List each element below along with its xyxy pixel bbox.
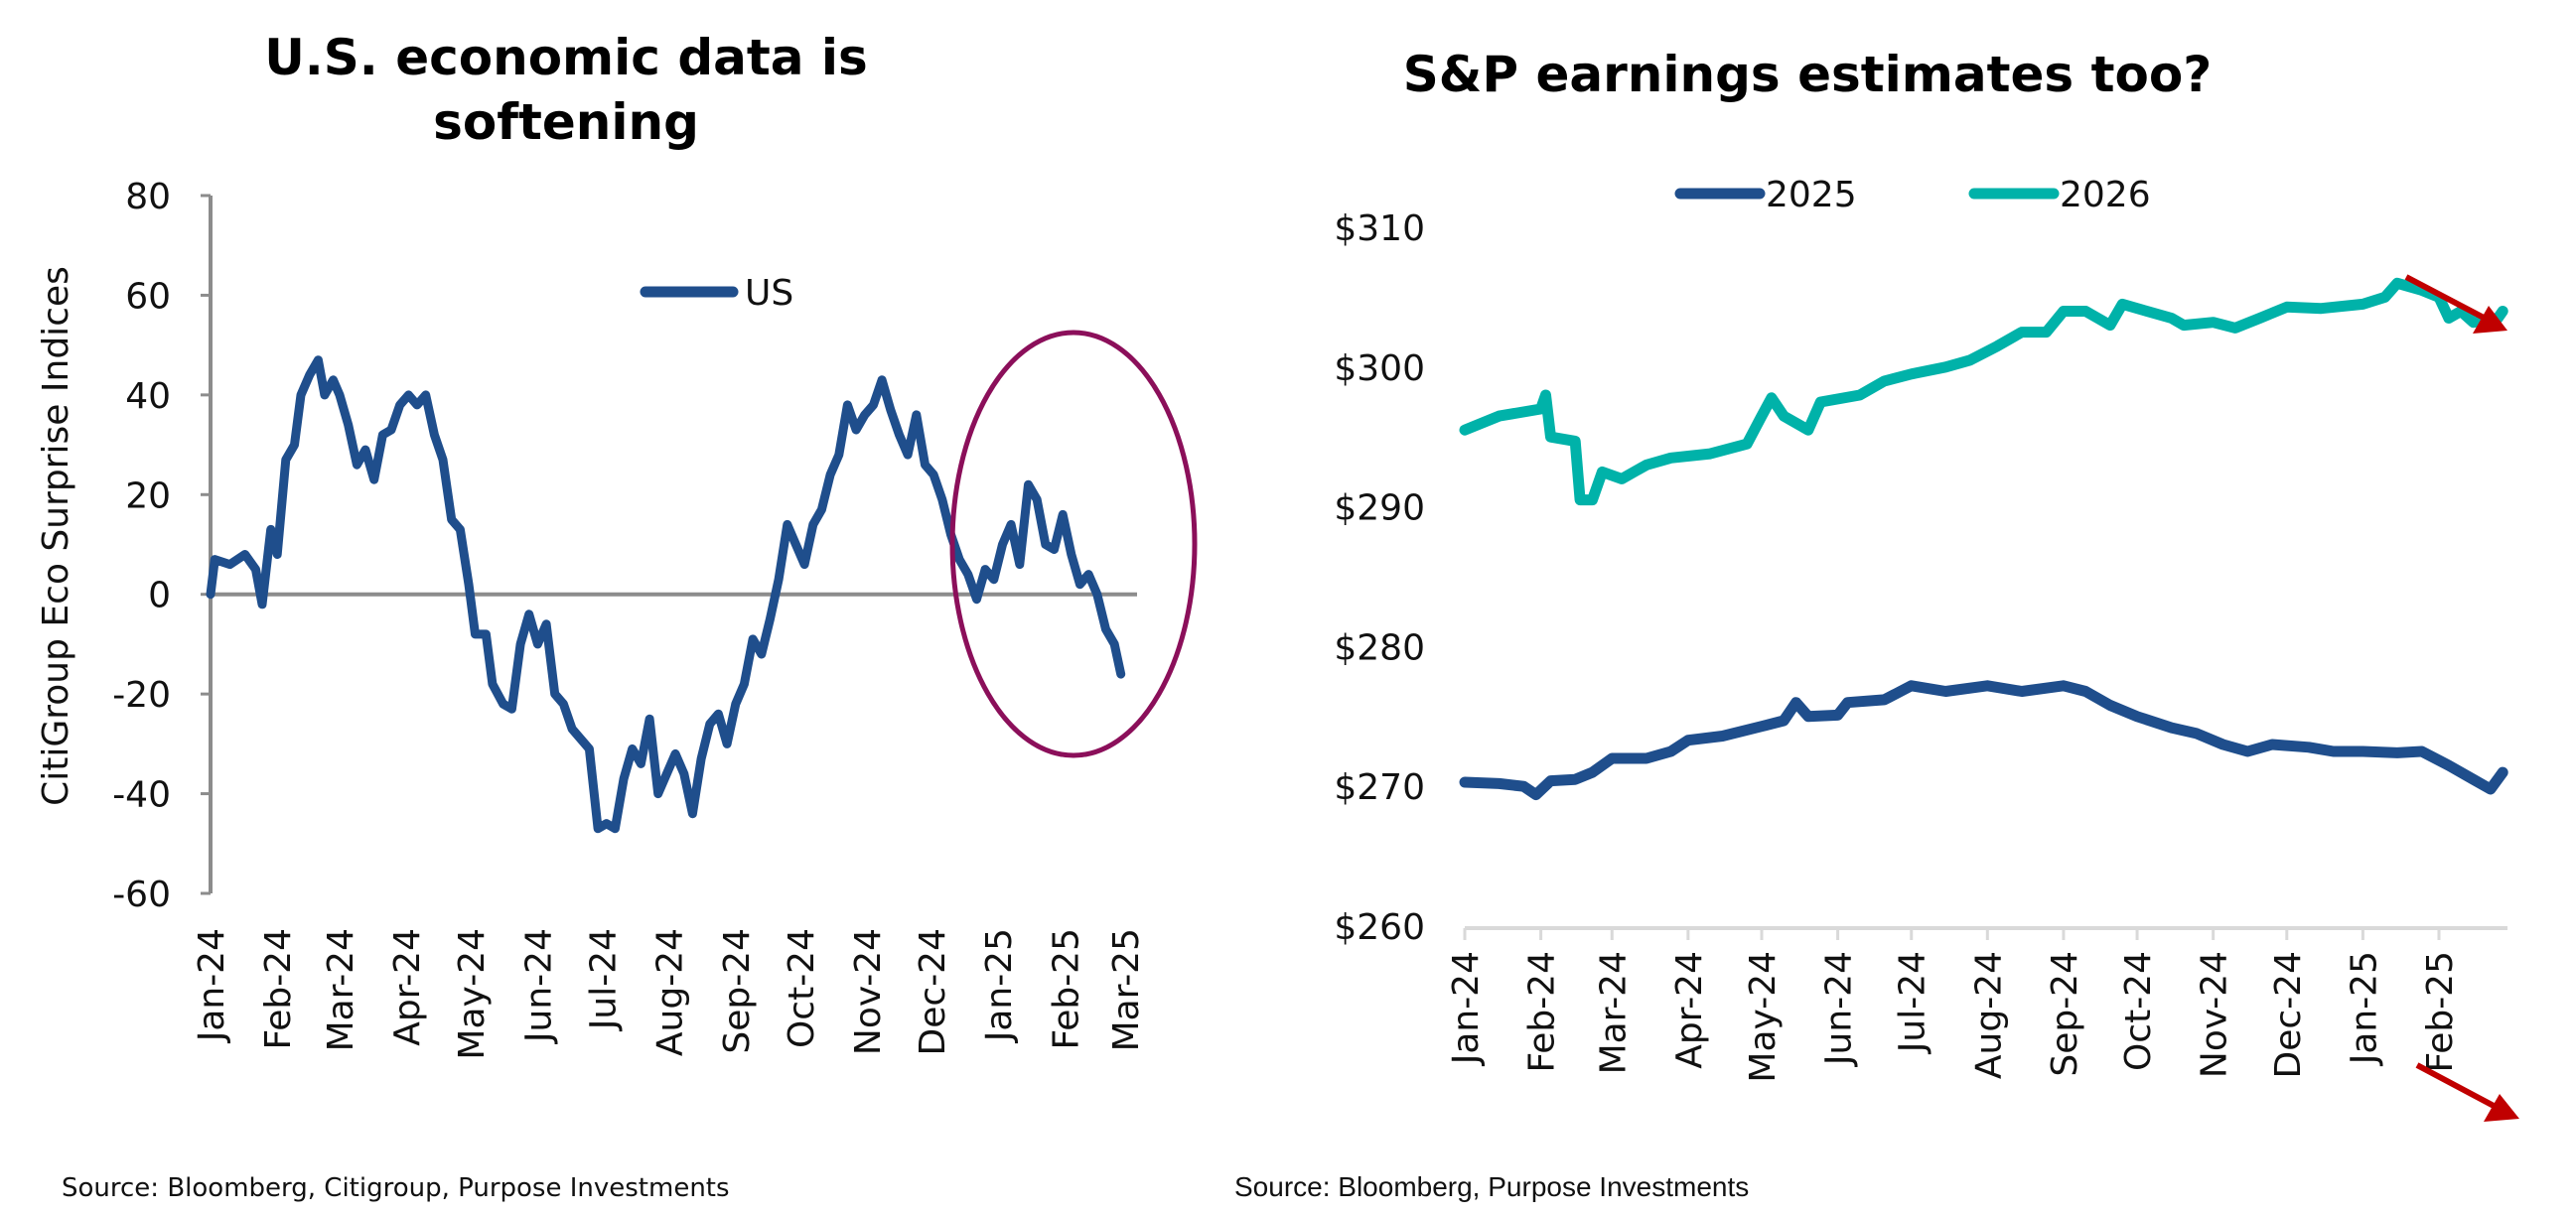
x-tick-label: Jan-24 bbox=[192, 928, 232, 1043]
y-tick-label: -60 bbox=[112, 875, 171, 915]
left-series bbox=[206, 355, 1126, 834]
y-tick-label: 0 bbox=[148, 576, 171, 616]
x-tick-label: Dec-24 bbox=[2268, 951, 2309, 1078]
arrow-head-icon bbox=[2484, 1094, 2519, 1122]
x-tick-label: Feb-24 bbox=[1522, 951, 1563, 1073]
x-tick-label: Jan-24 bbox=[1446, 951, 1487, 1066]
x-tick-label: Mar-25 bbox=[1106, 928, 1147, 1051]
y-tick-label: 40 bbox=[125, 376, 171, 417]
left-chart-title-line-2: softening bbox=[433, 93, 699, 151]
left-x-ticks: Jan-24 Feb-24 Mar-24 Apr-24 May-24 Jun-24 Jul-… bbox=[192, 928, 1147, 1060]
left-source: Source: Bloomberg, Citigroup, Purpose In… bbox=[62, 1173, 730, 1203]
x-tick-label: Jun-24 bbox=[1819, 951, 1860, 1067]
x-tick-label: Mar-24 bbox=[321, 928, 361, 1051]
x-tick-label: Jul-24 bbox=[583, 928, 624, 1031]
y-tick-label: -40 bbox=[112, 775, 171, 816]
right-source: Source: Bloomberg, Purpose Investments bbox=[1234, 1171, 1749, 1202]
legend-label-2025: 2025 bbox=[1766, 175, 1857, 215]
left-y-axis-label: CitiGroup Eco Surprise Indices bbox=[36, 266, 76, 806]
highlight-ellipse bbox=[949, 330, 1198, 758]
x-tick-label: Sep-24 bbox=[2045, 951, 2085, 1077]
x-tick-label: Nov-24 bbox=[848, 928, 889, 1055]
legend-label-us: US bbox=[745, 273, 793, 314]
right-y-ticks: $310 $300 $290 $280 $270 $260 bbox=[1334, 208, 1425, 948]
series-line-us bbox=[206, 355, 1126, 834]
y-tick-label: $280 bbox=[1334, 627, 1425, 668]
arrow-shaft bbox=[2415, 1062, 2498, 1110]
left-chart: U.S. economic data is softening CitiGrou… bbox=[36, 29, 1198, 1203]
x-tick-label: Feb-25 bbox=[2420, 951, 2461, 1073]
y-tick-label: $290 bbox=[1334, 488, 1425, 529]
x-tick-label: Apr-24 bbox=[1669, 951, 1710, 1069]
x-tick-label: Jan-25 bbox=[979, 928, 1020, 1043]
y-tick-label: $310 bbox=[1334, 208, 1425, 249]
y-tick-label: $260 bbox=[1334, 907, 1425, 948]
y-tick-label: $270 bbox=[1334, 767, 1425, 808]
y-tick-label: -20 bbox=[112, 675, 171, 716]
x-tick-label: Feb-25 bbox=[1046, 928, 1086, 1050]
x-tick-label: Aug-24 bbox=[650, 928, 691, 1056]
right-chart-title: S&P earnings estimates too? bbox=[1403, 46, 2212, 103]
x-tick-label: Oct-24 bbox=[782, 928, 822, 1048]
x-tick-label: Mar-24 bbox=[1593, 951, 1634, 1074]
right-chart: S&P earnings estimates too? 2025 2026 $3… bbox=[1234, 46, 2519, 1202]
series-line-2026 bbox=[1459, 277, 2508, 506]
y-tick-label: 80 bbox=[125, 177, 171, 217]
x-tick-label: Nov-24 bbox=[2195, 951, 2235, 1078]
right-x-ticks: Jan-24 Feb-24 Mar-24 Apr-24 May-24 Jun-24 Jul-… bbox=[1446, 928, 2461, 1083]
trend-arrow-2026 bbox=[2404, 274, 2507, 334]
right-series bbox=[1459, 277, 2508, 801]
left-y-ticks: 80 60 40 20 0 -20 -40 -60 bbox=[112, 177, 211, 915]
x-tick-label: Dec-24 bbox=[913, 928, 953, 1055]
trend-arrow-2025 bbox=[2415, 1062, 2519, 1122]
legend-label-2026: 2026 bbox=[2060, 175, 2151, 215]
y-tick-label: 20 bbox=[125, 475, 171, 516]
x-tick-label: May-24 bbox=[452, 928, 493, 1060]
x-tick-label: Sep-24 bbox=[717, 928, 758, 1054]
x-tick-label: May-24 bbox=[1743, 951, 1784, 1083]
right-legend: 2025 2026 bbox=[1674, 175, 2151, 215]
left-legend: US bbox=[640, 273, 793, 314]
y-tick-label: $300 bbox=[1334, 348, 1425, 389]
arrow-shaft bbox=[2404, 274, 2488, 322]
y-tick-label: 60 bbox=[125, 276, 171, 317]
arrow-head-icon bbox=[2473, 306, 2507, 334]
x-tick-label: Oct-24 bbox=[2118, 951, 2159, 1071]
x-tick-label: Jul-24 bbox=[1893, 951, 1933, 1054]
x-tick-label: Jan-25 bbox=[2344, 951, 2384, 1066]
x-tick-label: Aug-24 bbox=[1968, 951, 2009, 1079]
x-tick-label: Jun-24 bbox=[518, 928, 559, 1044]
series-line-2025 bbox=[1459, 680, 2508, 801]
left-chart-title-line-1: U.S. economic data is bbox=[264, 29, 868, 86]
x-tick-label: Feb-24 bbox=[258, 928, 299, 1050]
x-tick-label: Apr-24 bbox=[387, 928, 428, 1046]
